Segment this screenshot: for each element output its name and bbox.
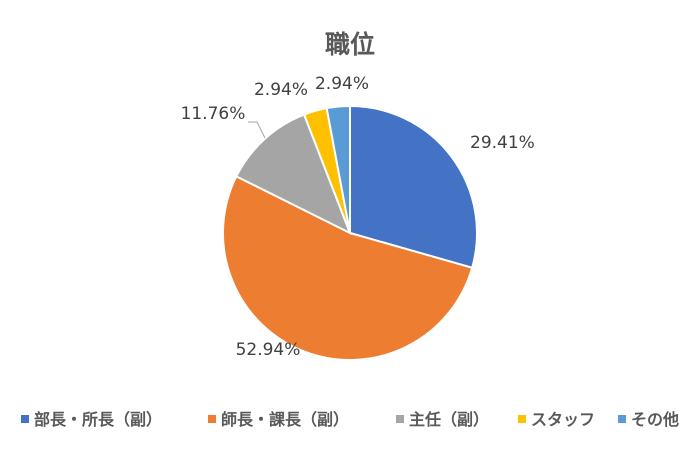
legend-swatch-1 — [21, 415, 29, 423]
leader-line-3 — [248, 121, 266, 139]
data-label-4: 2.94% — [254, 80, 308, 100]
legend-label-5: その他 — [631, 410, 679, 429]
legend-label-4: スタッフ — [531, 410, 595, 429]
data-label-2: 52.94% — [236, 340, 301, 360]
data-labels: 29.41% 52.94% 11.76% 2.94% 2.94% — [181, 74, 535, 360]
legend-swatch-2 — [208, 415, 216, 423]
data-label-3: 11.76% — [181, 104, 246, 124]
data-label-1: 29.41% — [470, 133, 535, 153]
legend-swatch-4 — [518, 415, 526, 423]
legend-label-1: 部長・所長（副） — [34, 410, 162, 429]
legend-label-3: 主任（副） — [409, 410, 489, 429]
legend-swatch-5 — [618, 415, 626, 423]
legend: 部長・所長（副） 師長・課長（副） 主任（副） スタッフ その他 — [21, 410, 679, 429]
label-leader-lines — [248, 121, 266, 139]
pie-slices — [222, 104, 478, 361]
legend-label-2: 師長・課長（副） — [221, 410, 349, 429]
pie-slice-1 — [349, 104, 478, 269]
pie-slice-3 — [234, 113, 352, 236]
legend-swatch-3 — [396, 415, 404, 423]
pie-slice-5 — [325, 104, 351, 234]
data-label-5: 2.94% — [315, 74, 369, 94]
pie-slice-2 — [222, 175, 474, 361]
chart-title: 職位 — [325, 30, 375, 59]
